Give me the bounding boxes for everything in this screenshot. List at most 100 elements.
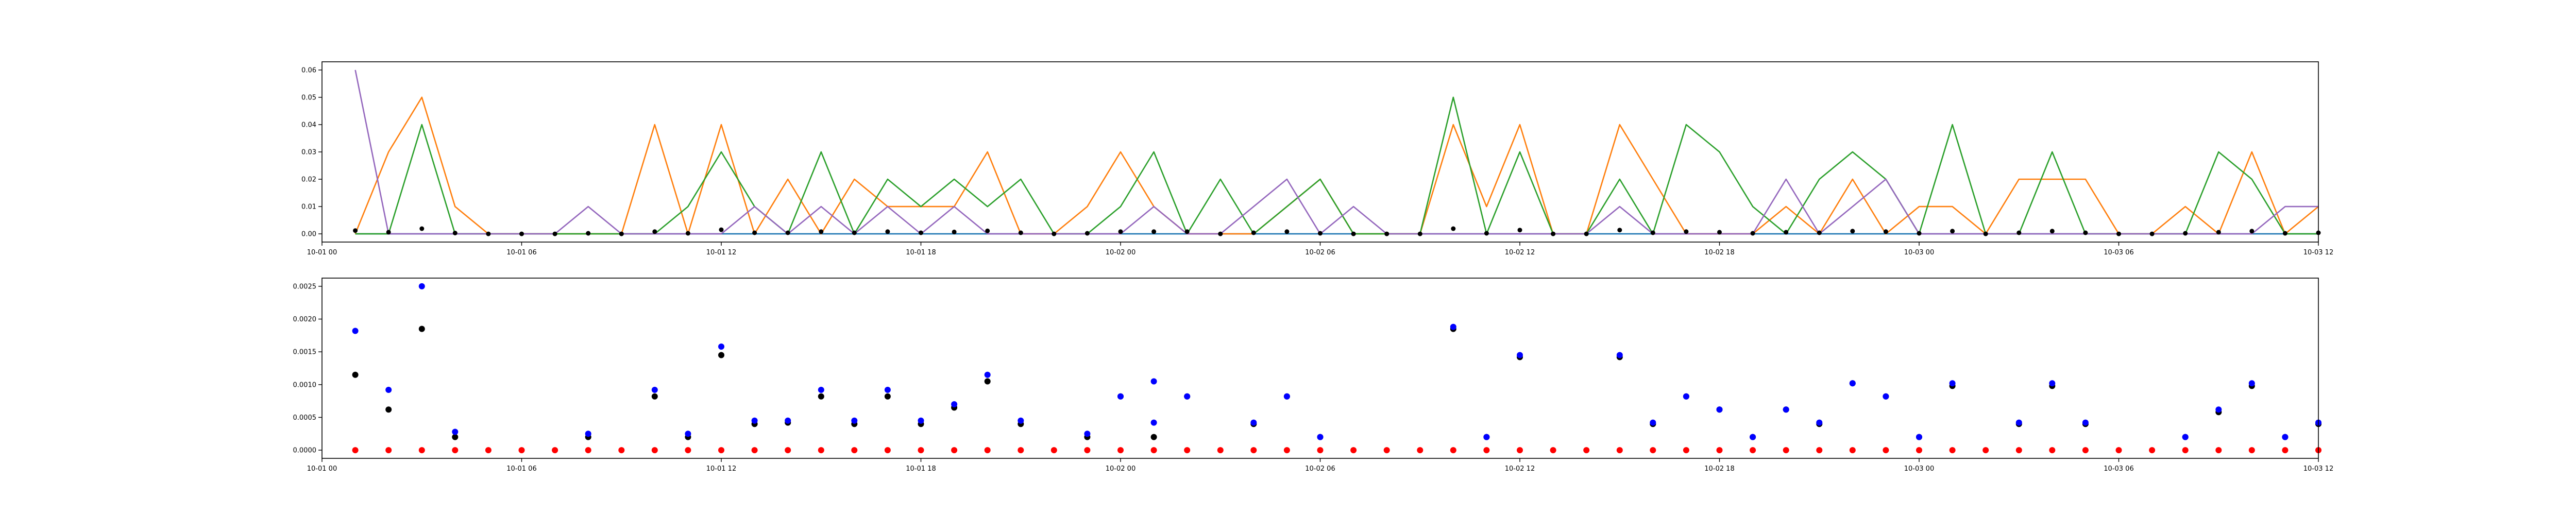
top-point-4-24	[1151, 229, 1157, 234]
top-point-4-20	[1018, 230, 1023, 235]
top-point-4-54	[2149, 231, 2155, 236]
top-point-4-29	[1318, 231, 1323, 236]
top-point-4-53	[2116, 231, 2121, 236]
top-point-4-36	[1551, 231, 1556, 236]
bottom-point-0-49	[1982, 447, 1989, 454]
bottom-point-0-37	[1583, 447, 1590, 454]
bottom-x-tick-label-4: 10-02 00	[1106, 465, 1136, 473]
bottom-point-1-9	[651, 393, 658, 400]
bottom-point-0-18	[951, 447, 958, 454]
bottom-point-2-56	[2215, 406, 2222, 413]
top-point-4-37	[1584, 231, 1589, 236]
top-chart: 10-01 00 10-01 06 10-01 12 10-01 18 10-02 00…	[301, 61, 2333, 256]
bottom-point-2-10	[685, 431, 691, 437]
bottom-x-tick-label-8: 10-03 00	[1904, 465, 1934, 473]
bottom-point-0-58	[2282, 447, 2289, 454]
top-point-4-12	[752, 230, 757, 235]
bottom-point-3-24	[1150, 419, 1157, 426]
bottom-point-0-15	[851, 447, 858, 454]
bottom-point-2-16	[884, 387, 891, 393]
top-point-4-14	[819, 229, 824, 234]
bottom-point-0-11	[718, 447, 724, 454]
bottom-point-0-57	[2248, 447, 2255, 454]
bottom-point-0-3	[452, 447, 459, 454]
top-y-tick-label-0: 0.00	[301, 231, 316, 238]
top-x-tick-label-5: 10-02 06	[1305, 249, 1335, 256]
bottom-point-2-41	[1716, 406, 1723, 413]
top-point-4-58	[2282, 231, 2287, 236]
bottom-point-2-7	[585, 431, 591, 437]
bottom-point-2-40	[1683, 393, 1689, 400]
bottom-chart-x-axis: 10-01 00 10-01 06 10-01 12 10-01 18 10-02 00…	[307, 458, 2333, 473]
top-chart-y-axis: 0.00 0.01 0.02 0.03 0.04 0.05 0.06	[301, 66, 322, 238]
bottom-point-2-46	[1883, 393, 1889, 400]
bottom-point-2-29	[1317, 434, 1324, 440]
top-point-4-50	[2016, 230, 2022, 235]
top-x-tick-label-7: 10-02 18	[1704, 249, 1734, 256]
bottom-point-2-35	[1517, 352, 1523, 358]
bottom-point-0-5	[518, 447, 525, 454]
bottom-x-tick-label-3: 10-01 18	[906, 465, 936, 473]
bottom-point-0-47	[1916, 447, 1922, 454]
top-point-4-42	[1750, 231, 1755, 236]
top-point-4-47	[1917, 231, 1922, 236]
bottom-point-0-51	[2049, 447, 2056, 454]
top-point-4-49	[1983, 231, 1988, 236]
bottom-point-0-10	[685, 447, 691, 454]
bottom-point-0-44	[1816, 447, 1823, 454]
bottom-point-0-50	[2015, 447, 2022, 454]
bottom-point-0-25	[1184, 447, 1191, 454]
bottom-point-0-54	[2149, 447, 2156, 454]
bottom-x-tick-label-10: 10-03 12	[2303, 465, 2333, 473]
bottom-point-2-0	[352, 328, 359, 334]
bottom-point-0-35	[1517, 447, 1523, 454]
top-point-4-51	[2049, 229, 2055, 234]
top-point-4-18	[952, 229, 957, 234]
bottom-chart: 10-01 00 10-01 06 10-01 12 10-01 18 10-02 00…	[293, 278, 2333, 473]
bottom-point-0-42	[1750, 447, 1756, 454]
top-chart-x-axis: 10-01 00 10-01 06 10-01 12 10-01 18 10-02 00…	[307, 242, 2333, 256]
bottom-point-2-57	[2248, 380, 2255, 387]
bottom-point-2-22	[1084, 431, 1091, 437]
top-point-4-35	[1517, 228, 1522, 233]
top-x-tick-label-6: 10-02 12	[1505, 249, 1535, 256]
top-point-4-3	[452, 231, 457, 235]
bottom-point-0-23	[1117, 447, 1124, 454]
bottom-point-2-14	[818, 387, 824, 393]
top-point-4-7	[586, 231, 591, 236]
bottom-point-2-55	[2182, 434, 2189, 440]
bottom-point-2-11	[718, 344, 724, 350]
top-x-tick-label-1: 10-01 06	[506, 249, 536, 256]
bottom-point-2-51	[2049, 380, 2056, 387]
bottom-point-2-3	[452, 428, 459, 435]
top-point-4-11	[719, 227, 724, 232]
top-point-4-39	[1650, 230, 1655, 235]
bottom-x-tick-label-9: 10-03 06	[2104, 465, 2133, 473]
top-series-line-2	[355, 96, 2318, 235]
bottom-x-tick-label-0: 10-01 00	[307, 465, 337, 473]
bottom-point-0-34	[1483, 447, 1490, 454]
bottom-point-2-24	[1150, 378, 1157, 385]
top-point-4-19	[985, 228, 990, 233]
top-point-4-38	[1617, 228, 1622, 233]
bottom-point-2-12	[751, 417, 758, 424]
bottom-y-tick-label-1: 0.0005	[293, 414, 317, 422]
bottom-point-0-39	[1650, 447, 1656, 454]
bottom-point-0-21	[1050, 447, 1057, 454]
bottom-point-0-7	[585, 447, 591, 454]
top-point-4-2	[419, 226, 425, 231]
top-point-4-30	[1351, 231, 1356, 236]
bottom-y-tick-label-4: 0.0020	[293, 316, 317, 323]
bottom-point-0-22	[1084, 447, 1091, 454]
bottom-point-2-52	[2082, 419, 2089, 426]
bottom-point-2-2	[418, 283, 425, 289]
top-point-4-34	[1484, 231, 1489, 236]
top-y-tick-label-2: 0.02	[301, 176, 316, 184]
bottom-point-0-28	[1283, 447, 1290, 454]
top-point-4-46	[1883, 229, 1888, 234]
bottom-x-tick-label-2: 10-01 12	[706, 465, 736, 473]
bottom-point-2-9	[651, 387, 658, 393]
top-point-4-17	[919, 230, 923, 235]
top-point-4-10	[685, 231, 690, 236]
